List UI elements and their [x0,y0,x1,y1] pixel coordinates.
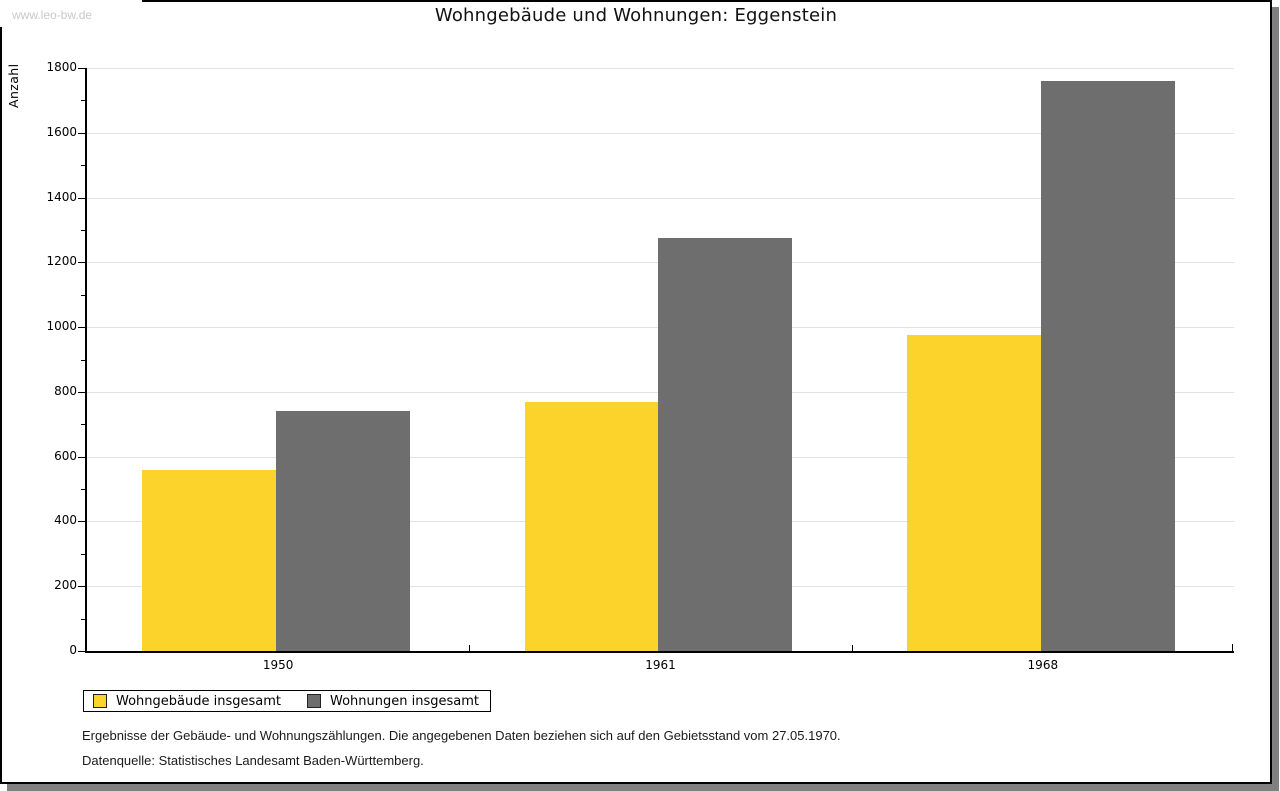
y-tick-200 [78,586,85,588]
y-tick-label-1600: 1600 [46,124,77,139]
y-tick-800 [78,391,85,393]
y-tick-label-1000: 1000 [46,319,77,334]
chart-title: Wohngebäude und Wohnungen: Eggenstein [434,5,838,26]
y-tick-100 [81,618,85,620]
y-tick-700 [81,424,85,426]
footnote-line1: Ergebnisse der Gebäude- und Wohnungszähl… [82,728,841,743]
y-tick-1500 [81,165,85,167]
y-tick-1300 [81,229,85,231]
x-tick-label-1950: 1950 [262,658,294,672]
y-tick-1200 [78,262,85,264]
x-boundary-tick-2 [851,645,853,651]
bar-1950-s1 [276,411,410,651]
legend-swatch-wohngebaeude [93,694,107,708]
bar-1968-s1 [1040,80,1175,651]
y-tick-label-0: 0 [69,643,77,657]
legend-label-wohnungen: Wohnungen insgesamt [330,693,479,709]
y-tick-label-800: 800 [54,383,77,398]
y-tick-label-400: 400 [54,513,77,528]
legend-item-wohnungen: Wohnungen insgesamt [307,694,479,709]
y-tick-label-1800: 1800 [46,60,77,74]
plot-area [85,68,1234,653]
gridline-1600 [87,132,1234,134]
y-tick-1800 [78,68,85,69]
gridline-1800 [87,68,1234,69]
y-tick-1000 [78,327,85,329]
y-tick-label-1200: 1200 [46,254,77,269]
x-tick-label-1968: 1968 [1027,658,1059,672]
legend-swatch-wohnungen [307,694,321,708]
x-axis-end-tick [1232,644,1233,651]
bar-1961-s0 [524,401,659,651]
y-axis-title: Anzahl [6,63,21,109]
x-boundary-tick-1 [469,645,471,651]
legend: Wohngebäude insgesamt Wohnungen insgesam… [83,690,491,712]
y-tick-1600 [78,132,85,134]
gridline-1400 [87,197,1234,199]
y-tick-label-600: 600 [54,448,77,463]
bar-1961-s1 [658,238,793,651]
y-tick-400 [78,521,85,523]
site-watermark: www.leo-bw.de [0,0,142,27]
y-tick-0 [78,651,85,652]
y-tick-1100 [81,294,85,296]
y-tick-300 [81,553,85,555]
y-tick-label-200: 200 [54,578,77,593]
x-tick-label-1961: 1961 [645,658,676,672]
y-tick-500 [81,489,85,491]
footnote-line2: Datenquelle: Statistisches Landesamt Bad… [82,753,424,768]
y-tick-1400 [78,197,85,199]
bar-1968-s0 [906,335,1041,651]
y-tick-label-1400: 1400 [46,189,77,204]
bar-1950-s0 [142,469,277,651]
y-tick-900 [81,359,85,361]
legend-item-wohngebaeude: Wohngebäude insgesamt [93,694,281,709]
y-tick-1700 [81,100,85,102]
legend-label-wohngebaeude: Wohngebäude insgesamt [116,693,281,709]
y-tick-600 [78,456,85,458]
